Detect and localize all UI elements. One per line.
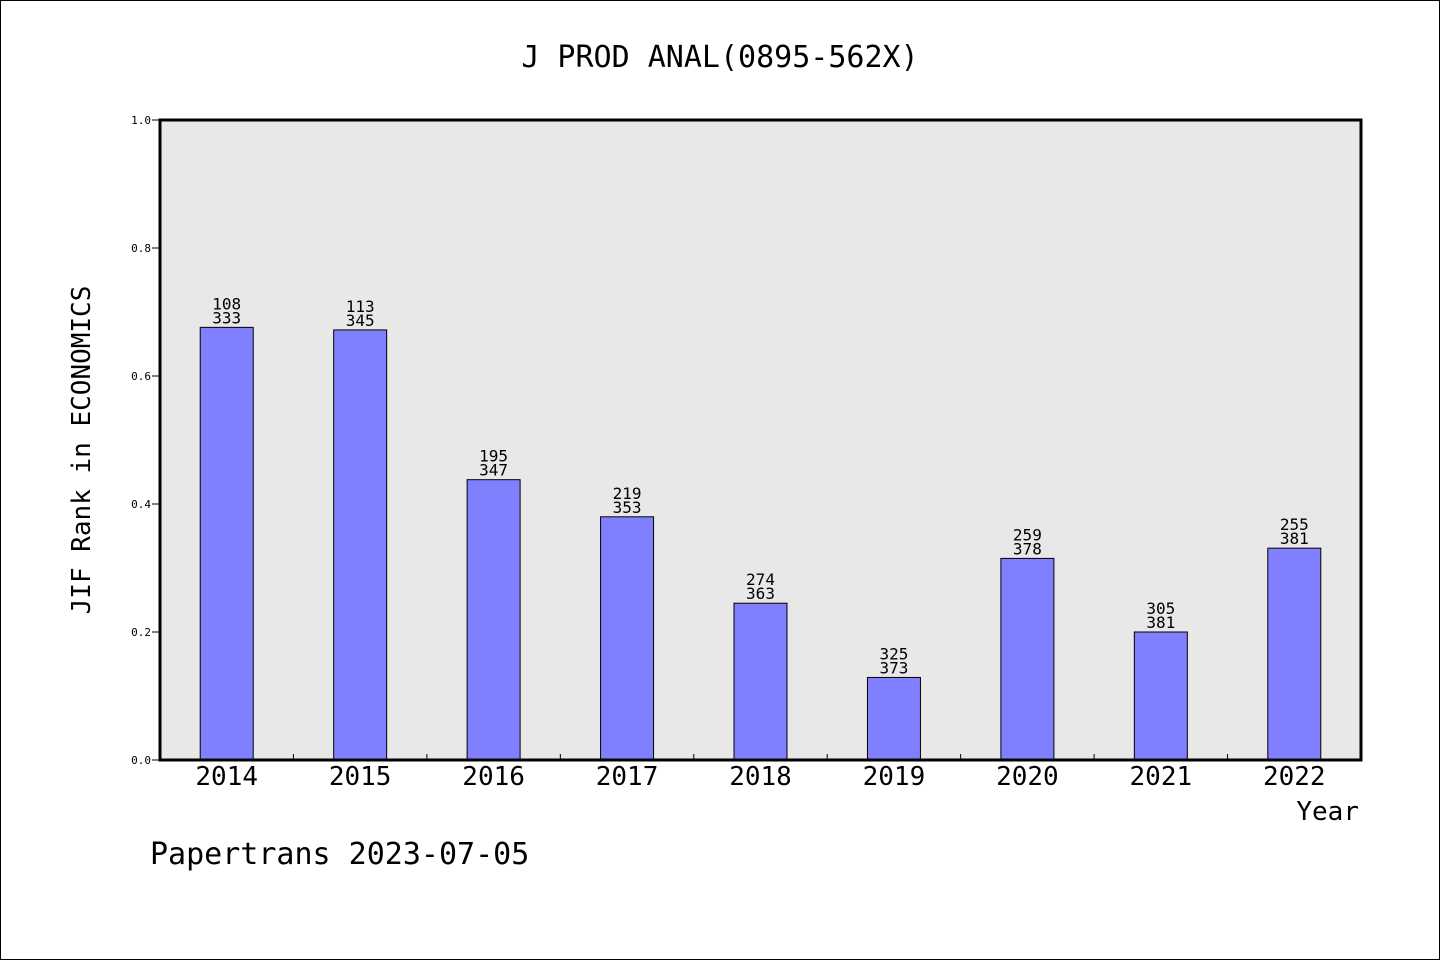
y-tick-label: 0.4 (131, 498, 151, 511)
bars: 1083331133451953472193532743633253732593… (199, 294, 1322, 761)
bar-2020 (1000, 557, 1055, 761)
bar-2021 (1133, 631, 1188, 761)
bar-rank-label: 325 (879, 644, 908, 663)
bar-rank-label: 274 (746, 570, 775, 589)
y-tick-label: 0.2 (131, 626, 151, 639)
bar-2015 (333, 329, 388, 761)
bar-total-label: 363 (746, 584, 775, 603)
bar-total-label: 381 (1146, 613, 1175, 632)
y-axis-ticks: 0.0 0.2 0.4 0.6 0.8 1.0 (131, 114, 160, 767)
y-tick-label: 0.0 (131, 754, 151, 767)
x-axis-label: Year (1296, 797, 1359, 827)
footer-watermark: Papertrans 2023-07-05 (150, 837, 529, 872)
x-tick-label: 2016 (462, 762, 525, 792)
bar-total-label: 353 (613, 498, 642, 517)
y-tick-label: 0.6 (131, 370, 151, 383)
x-tick-label: 2018 (729, 762, 792, 792)
x-tick-label: 2021 (1130, 762, 1193, 792)
y-tick-label: 0.8 (131, 242, 151, 255)
y-axis-label: JIF Rank in ECONOMICS (67, 286, 97, 615)
x-tick-label: 2022 (1263, 762, 1326, 792)
bar-2022 (1267, 547, 1322, 761)
bar-rank-label: 219 (613, 484, 642, 503)
bar-total-label: 378 (1013, 539, 1042, 558)
bar-2016 (466, 479, 521, 761)
bar-2014 (199, 326, 254, 761)
x-axis-ticks: 2014 2015 2016 2017 2018 2019 2020 2021 2022 (195, 754, 1326, 792)
bar-total-label: 381 (1280, 529, 1309, 548)
chart-title: J PROD ANAL(0895-562X) (521, 40, 918, 75)
bar-total-label: 373 (879, 658, 908, 677)
bar-2019 (866, 676, 921, 761)
x-tick-label: 2015 (329, 762, 392, 792)
bar-total-label: 333 (212, 308, 241, 327)
bar-rank-label: 195 (479, 447, 508, 466)
x-tick-label: 2017 (596, 762, 659, 792)
bar-2018 (733, 602, 788, 761)
bar-rank-label: 113 (346, 297, 375, 316)
bar-rank-label: 255 (1280, 515, 1309, 534)
bar-rank-label: 259 (1013, 525, 1042, 544)
bar-total-label: 347 (479, 461, 508, 480)
bar-rank-label: 108 (212, 294, 241, 313)
plot-border (158, 118, 1363, 762)
bar-2017 (600, 516, 655, 761)
y-tick-label: 1.0 (131, 114, 151, 127)
bar-total-label: 345 (346, 311, 375, 330)
bar-rank-label: 305 (1146, 599, 1175, 618)
x-tick-label: 2019 (863, 762, 926, 792)
x-tick-label: 2020 (996, 762, 1059, 792)
x-tick-label: 2014 (195, 762, 258, 792)
